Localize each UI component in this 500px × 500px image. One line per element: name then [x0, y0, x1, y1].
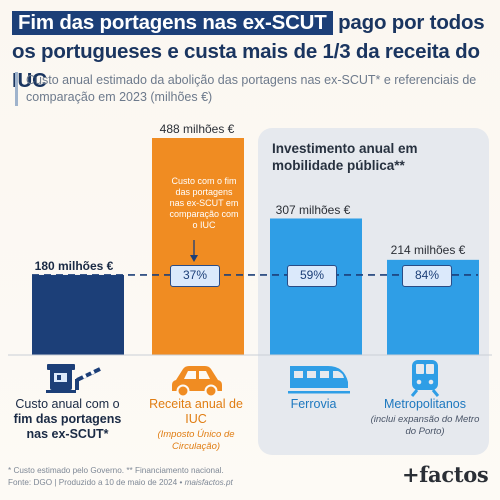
caption-metro: Metropolitanos (inclui expansão do Metro…: [370, 397, 480, 438]
caption-metro-main: Metropolitanos: [384, 397, 466, 411]
metro-icon: [410, 360, 440, 397]
value-label-metro: 214 milhões €: [390, 243, 466, 257]
percent-box-iuc: 37%: [170, 265, 220, 287]
bar-scut: [32, 274, 124, 355]
percent-box-ferrovia: 59%: [287, 265, 337, 287]
footnote-line-1: * Custo estimado pelo Governo. ** Financ…: [8, 466, 224, 475]
footnote-line-2: Fonte: DGO | Produzido a 10 de maio de 2…: [8, 477, 338, 489]
toll-booth-icon: [46, 364, 101, 393]
brand-logo: +factos: [402, 462, 489, 487]
caption-scut: Custo anual com o fim das portagens nas …: [10, 397, 125, 442]
percent-box-metro: 84%: [402, 265, 452, 287]
caption-iuc-sub: (Imposto Único de Circulação): [157, 429, 235, 452]
panel-title: Investimento anual em mobilidade pública…: [272, 141, 418, 173]
caption-scut-bold: fim das portagens nas ex-SCUT*: [13, 412, 122, 441]
annotation-arrowhead: [190, 255, 198, 262]
footnote-source: Fonte: DGO | Produzido a 10 de maio de 2…: [8, 477, 185, 487]
value-label-scut: 180 milhões €: [34, 259, 114, 273]
footnote-site: maisfactos.pt: [184, 477, 233, 487]
caption-scut-pre: Custo anual com o: [15, 397, 120, 411]
annotation-text: Custo com o fim das portagens nas ex-SCU…: [169, 176, 239, 230]
footnotes: * Custo estimado pelo Governo. ** Financ…: [8, 465, 338, 488]
caption-metro-sub: (inclui expansão do Metro do Porto): [370, 414, 480, 437]
caption-iuc-main: Receita anual de IUC: [149, 397, 243, 426]
caption-ferrovia-main: Ferrovia: [290, 397, 337, 411]
bar-iuc: [152, 138, 244, 355]
subtitle: Custo anual estimado da abolição das por…: [15, 72, 494, 106]
train-icon: [288, 366, 350, 394]
title-rest: pago por todos os portugueses e custa ma…: [12, 11, 485, 92]
caption-ferrovia: Ferrovia: [266, 397, 361, 412]
value-label-ferrovia: 307 milhões €: [275, 203, 351, 217]
caption-iuc: Receita anual de IUC (Imposto Único de C…: [140, 397, 252, 453]
value-label-iuc: 488 milhões €: [159, 122, 235, 136]
title-highlight: Fim das portagens nas ex-SCUT: [12, 11, 333, 35]
car-icon: [172, 366, 222, 398]
page-title: Fim das portagens nas ex-SCUT pago por t…: [12, 8, 492, 95]
